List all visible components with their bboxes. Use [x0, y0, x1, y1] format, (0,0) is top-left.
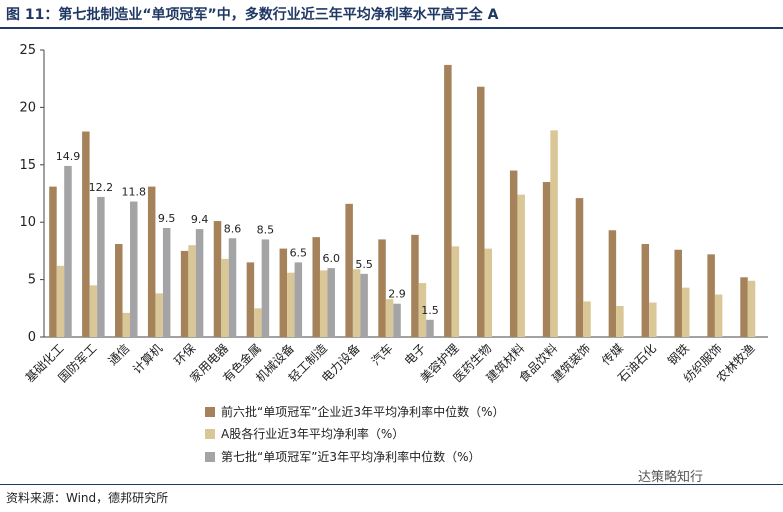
bar-series-3 — [162, 227, 171, 337]
data-label: 9.4 — [191, 213, 209, 226]
bar-series-3 — [360, 273, 368, 337]
x-tick-label: 环保 — [171, 341, 198, 368]
bar-series-2 — [56, 265, 65, 337]
bar-series-2 — [254, 308, 262, 337]
bar-series-2 — [155, 293, 163, 337]
bar-series-2 — [714, 294, 723, 337]
y-tick-label: 10 — [19, 215, 36, 230]
bar-series-1 — [115, 244, 123, 337]
bar-series-1 — [147, 186, 156, 337]
bar-series-2 — [287, 272, 295, 337]
bar-series-2 — [188, 245, 196, 337]
bar-series-1 — [378, 239, 386, 337]
data-label: 14.9 — [56, 150, 81, 163]
data-label: 11.8 — [122, 186, 147, 199]
y-tick-label: 0 — [28, 330, 36, 345]
data-label: 12.2 — [89, 181, 114, 194]
bar-series-1 — [49, 186, 57, 337]
bar-series-2 — [747, 280, 756, 337]
bar-series-2 — [451, 246, 460, 337]
bar-series-1 — [213, 221, 222, 337]
bar-series-3 — [195, 229, 204, 337]
x-tick-label: 钢铁 — [665, 341, 692, 368]
bar-series-1 — [180, 250, 189, 337]
bar-series-1 — [312, 237, 320, 337]
legend-swatch-3 — [205, 452, 215, 462]
x-tick-label: 通信 — [106, 341, 133, 368]
figure-title: 图 11：第七批制造业“单项冠军”中，多数行业近三年平均净利率水平高于全 A — [6, 7, 499, 23]
bar-series-1 — [444, 64, 452, 337]
bar-series-2 — [418, 283, 427, 337]
bar-series-2 — [649, 302, 657, 337]
bar-series-2 — [352, 269, 361, 337]
bar-series-2 — [517, 194, 525, 337]
bar-series-3 — [393, 303, 401, 337]
bar-series-1 — [575, 198, 584, 337]
bar-series-3 — [426, 319, 434, 337]
legend-swatch-1 — [205, 407, 215, 417]
y-tick-label: 5 — [28, 273, 36, 288]
bar-series-1 — [509, 170, 518, 337]
legend-swatch-2 — [205, 429, 215, 439]
x-tick-label: 电子 — [402, 341, 429, 368]
bar-series-1 — [740, 277, 748, 337]
x-tick-label: 计算机 — [129, 341, 165, 377]
bar-series-1 — [246, 262, 255, 337]
bar-series-2 — [89, 285, 98, 337]
bar-series-1 — [641, 244, 650, 337]
bar-series-1 — [82, 131, 90, 337]
bar-series-3 — [261, 239, 270, 337]
bar-series-1 — [542, 182, 551, 337]
data-label: 8.6 — [224, 222, 242, 235]
data-label: 9.5 — [158, 212, 176, 225]
bar-series-1 — [279, 248, 288, 337]
x-tick-label: 汽车 — [368, 341, 396, 369]
watermark: 达策略知行 — [638, 470, 704, 485]
data-label: 1.5 — [421, 304, 439, 317]
bar-series-3 — [327, 268, 335, 337]
bar-series-2 — [122, 312, 131, 337]
bar-series-3 — [294, 262, 303, 337]
title-rule — [0, 27, 783, 29]
bar-series-2 — [221, 258, 229, 337]
data-label: 5.5 — [355, 258, 373, 271]
bar-series-3 — [130, 201, 138, 337]
data-label: 2.9 — [388, 288, 406, 301]
y-tick-label: 15 — [19, 158, 36, 173]
data-label: 6.5 — [290, 246, 308, 259]
data-label: 8.5 — [257, 223, 275, 236]
bar-series-2 — [681, 287, 690, 337]
bar-series-2 — [550, 130, 558, 337]
bar-series-2 — [616, 306, 624, 337]
bar-series-1 — [674, 249, 682, 337]
source-note: 资料来源：Wind，德邦研究所 — [6, 491, 169, 505]
legend-label-2: A股各行业近3年平均净利率（%） — [221, 426, 404, 441]
legend-label-3: 第七批“单项冠军”近3年平均净利率中位数（%） — [221, 449, 480, 464]
y-tick-label: 20 — [19, 100, 36, 115]
legend-label-1: 前六批“单项冠军”企业近3年平均净利率中位数（%） — [221, 404, 504, 419]
bar-series-1 — [608, 230, 617, 337]
bar-series-2 — [484, 248, 493, 337]
bar-series-3 — [64, 165, 72, 337]
bar-series-1 — [707, 254, 715, 337]
bar-series-1 — [411, 234, 419, 337]
bar-series-2 — [385, 299, 394, 337]
x-tick-label: 传媒 — [598, 341, 626, 369]
bar-chart: 0 5 10 15 20 25 14.9 12.2 11.8 9.5 9.4 8.6 8.5 6.5 6.0… — [19, 43, 768, 464]
bar-series-1 — [345, 203, 353, 337]
y-tick-label: 25 — [19, 43, 36, 58]
bar-series-1 — [477, 86, 485, 338]
bar-series-3 — [97, 196, 105, 337]
bar-series-3 — [228, 238, 237, 337]
bar-series-2 — [319, 270, 328, 337]
data-label: 6.0 — [322, 252, 340, 265]
footer-rule — [0, 484, 783, 485]
bar-series-2 — [583, 301, 591, 337]
